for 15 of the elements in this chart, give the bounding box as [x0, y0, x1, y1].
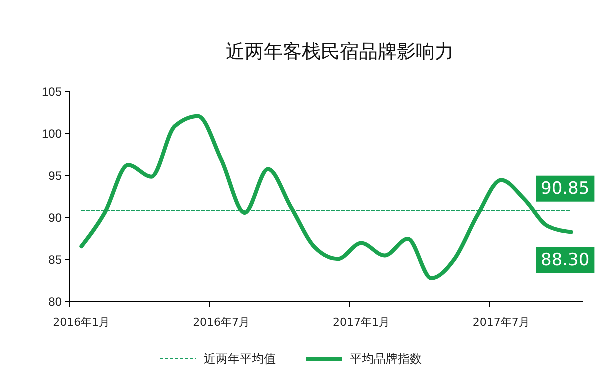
y-tick-label: 90: [48, 210, 62, 225]
legend-label: 近两年平均值: [204, 352, 276, 366]
x-tick-label: 2017年1月: [332, 316, 390, 329]
x-tick-label: 2017年7月: [472, 316, 530, 329]
data-label: 88.30: [541, 250, 590, 270]
y-tick-label: 95: [48, 168, 62, 183]
y-tick-label: 85: [48, 252, 62, 267]
y-tick-label: 105: [42, 84, 62, 99]
legend-label: 平均品牌指数: [350, 352, 422, 366]
data-label: 90.85: [541, 178, 590, 199]
x-tick-label: 2016年1月: [53, 316, 110, 329]
x-tick-label: 2016年7月: [193, 316, 250, 329]
y-tick-label: 100: [42, 126, 62, 141]
chart-title: 近两年客栈民宿品牌影响力: [226, 41, 454, 63]
y-tick-label: 80: [48, 294, 62, 309]
